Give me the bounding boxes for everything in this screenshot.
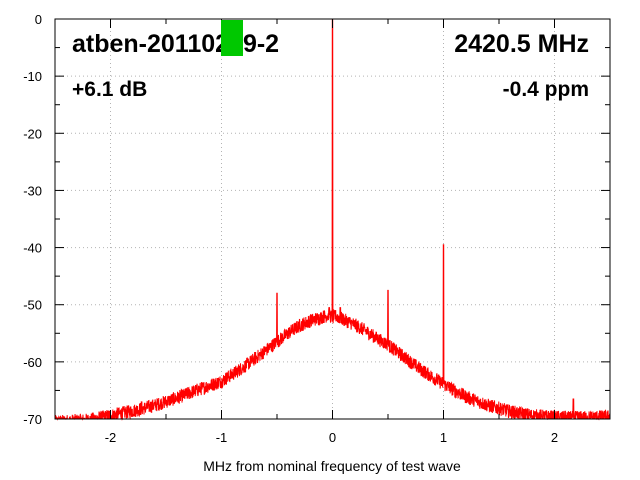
axis-ticks	[54, 18, 611, 420]
x-tick-label: 2	[551, 430, 558, 445]
ppm-offset-label: -0.4 ppm	[503, 78, 589, 101]
y-tick-label: -60	[23, 355, 42, 370]
y-tick-label: 0	[35, 12, 42, 27]
y-tick-label: -10	[23, 69, 42, 84]
y-tick-label: -70	[23, 412, 42, 427]
x-tick-labels: -2 -1 0 1 2	[105, 430, 558, 445]
y-tick-label: -30	[23, 183, 42, 198]
y-tick-labels: 0 -10 -20 -30 -40 -50 -60 -70	[23, 12, 42, 427]
status-marker	[221, 20, 243, 56]
x-tick-label: -1	[216, 430, 228, 445]
frequency-label: 2420.5 MHz	[454, 30, 589, 58]
x-tick-label: 1	[440, 430, 447, 445]
y-tick-label: -20	[23, 126, 42, 141]
y-tick-label: -50	[23, 298, 42, 313]
x-axis-title: MHz from nominal frequency of test wave	[203, 458, 461, 474]
y-tick-label: -40	[23, 241, 42, 256]
x-tick-label: -2	[105, 430, 117, 445]
gain-label: +6.1 dB	[72, 78, 147, 101]
chart-title: atben-20110219-2	[72, 30, 279, 58]
x-tick-label: 0	[329, 430, 336, 445]
